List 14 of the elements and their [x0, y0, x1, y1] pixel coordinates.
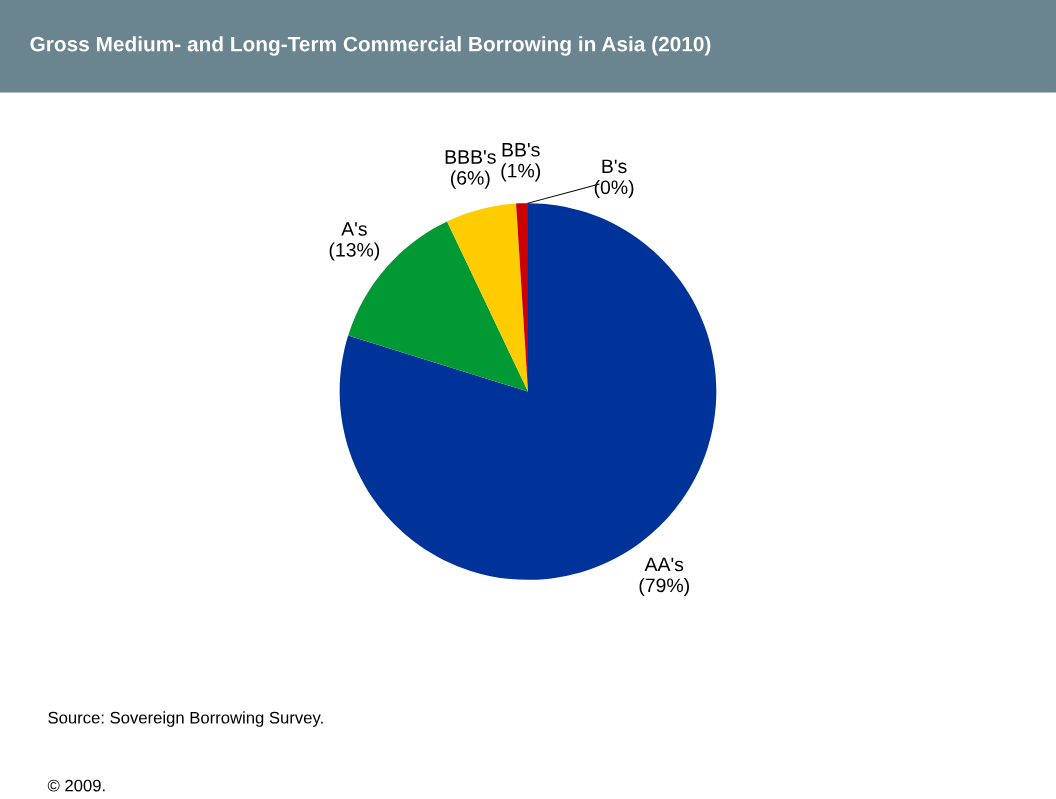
- text: (0%): [594, 179, 634, 198]
- data-label: (13%): [329, 242, 380, 261]
- chart-title: Gross Medium- and Long-Term Commercial Borrowing in Asia (2010): [30, 36, 711, 56]
- data-label: (79%): [639, 577, 689, 597]
- slice-label: AA's: [644, 557, 684, 572]
- slice-label: BBB's: [445, 150, 496, 164]
- slice-label: A's: [341, 222, 367, 236]
- slice-label: BB's: [502, 143, 540, 157]
- data-label: (6%): [450, 170, 490, 189]
- data-label: (1%): [501, 163, 541, 182]
- source-note: Source: Sovereign Borrowing Survey.: [48, 711, 323, 727]
- category-label: B's: [602, 159, 627, 174]
- pie-slice: [447, 203, 528, 392]
- text: © 2009.: [47, 779, 105, 792]
